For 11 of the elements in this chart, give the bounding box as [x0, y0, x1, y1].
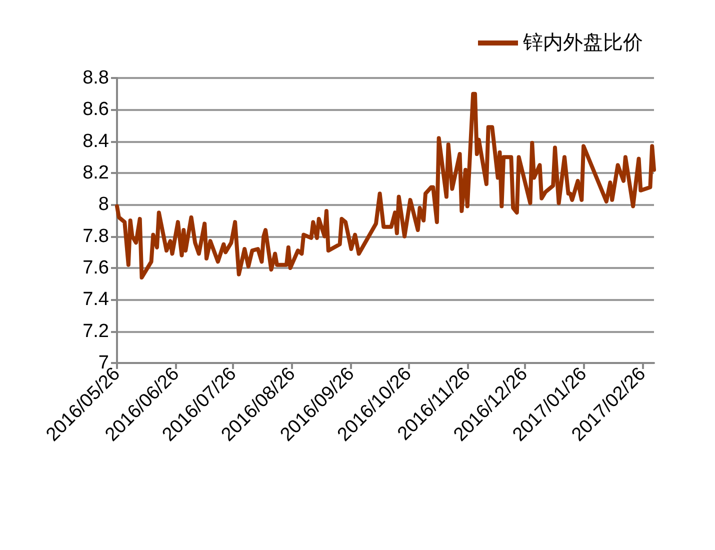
- y-tick-label: 8.4: [82, 130, 110, 152]
- legend-label: 锌内外盘比价: [522, 32, 643, 54]
- y-tick-label: 7.8: [82, 226, 109, 247]
- y-tick-label: 7.4: [82, 289, 110, 310]
- y-tick-label: 8.6: [82, 99, 109, 120]
- y-tick-label: 8.8: [82, 68, 109, 88]
- line-series: [115, 92, 656, 280]
- y-tick-label: 8.2: [82, 162, 109, 184]
- y-tick-label: 7.2: [82, 320, 109, 342]
- y-tick-label: 7.6: [82, 258, 109, 278]
- y-tick-label: 8: [98, 194, 109, 216]
